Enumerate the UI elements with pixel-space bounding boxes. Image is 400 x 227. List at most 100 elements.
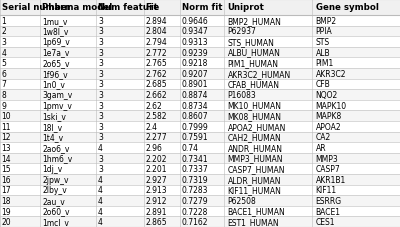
- Text: 3: 3: [98, 48, 103, 57]
- Text: BMP2: BMP2: [316, 17, 337, 26]
- Text: MAPK8: MAPK8: [316, 112, 342, 121]
- Text: 1dj_v: 1dj_v: [42, 164, 62, 173]
- Text: 2.96: 2.96: [146, 143, 162, 152]
- Text: 10: 10: [2, 112, 11, 121]
- Text: 17: 17: [2, 185, 11, 195]
- Text: 4: 4: [98, 185, 103, 195]
- Text: 19: 19: [2, 207, 11, 216]
- Text: 4: 4: [98, 207, 103, 216]
- Text: 2.662: 2.662: [146, 91, 167, 99]
- Text: APOA2: APOA2: [316, 122, 341, 131]
- Text: STS: STS: [316, 38, 330, 47]
- Text: ALDR_HUMAN: ALDR_HUMAN: [228, 175, 281, 184]
- Text: CFAB_HUMAN: CFAB_HUMAN: [228, 80, 280, 89]
- Text: 0.7337: 0.7337: [182, 164, 208, 173]
- Text: 1n0_v: 1n0_v: [42, 80, 65, 89]
- Text: 0.7279: 0.7279: [182, 196, 208, 205]
- Text: 2o65_v: 2o65_v: [42, 59, 70, 68]
- Text: 2ao6_v: 2ao6_v: [42, 143, 70, 152]
- Text: MMP3_HUMAN: MMP3_HUMAN: [228, 154, 283, 163]
- Text: 0.9313: 0.9313: [182, 38, 208, 47]
- Text: 4: 4: [2, 48, 6, 57]
- Text: 3: 3: [2, 38, 6, 47]
- Text: CAH2_HUMAN: CAH2_HUMAN: [228, 133, 281, 142]
- Text: 0.7162: 0.7162: [182, 217, 208, 226]
- Text: 2.794: 2.794: [146, 38, 167, 47]
- Text: Norm fit: Norm fit: [182, 3, 222, 12]
- Text: 0.74: 0.74: [182, 143, 199, 152]
- Text: P62937: P62937: [228, 27, 256, 36]
- Text: Pharma model: Pharma model: [42, 3, 112, 12]
- Text: 1mcl_v: 1mcl_v: [42, 217, 69, 226]
- Text: 2.891: 2.891: [146, 207, 167, 216]
- Bar: [0, 174, 400, 185]
- Text: 15: 15: [2, 164, 11, 173]
- Text: 4: 4: [98, 175, 103, 184]
- Text: BACE1_HUMAN: BACE1_HUMAN: [228, 207, 285, 216]
- Bar: [0, 79, 400, 90]
- Text: 3: 3: [98, 59, 103, 68]
- Text: 2: 2: [2, 27, 6, 36]
- Text: MMP3: MMP3: [316, 154, 338, 163]
- Bar: [0, 47, 400, 58]
- Text: APOA2_HUMAN: APOA2_HUMAN: [228, 122, 286, 131]
- Text: 18l_v: 18l_v: [42, 122, 62, 131]
- Text: 1mu_v: 1mu_v: [42, 17, 68, 26]
- Text: PIM1_HUMAN: PIM1_HUMAN: [228, 59, 278, 68]
- Text: 0.9347: 0.9347: [182, 27, 208, 36]
- Text: KIF11: KIF11: [316, 185, 337, 195]
- Bar: [0, 90, 400, 100]
- Text: 2.894: 2.894: [146, 17, 167, 26]
- Bar: [0, 69, 400, 79]
- Text: 2.772: 2.772: [146, 48, 167, 57]
- Bar: [0, 143, 400, 153]
- Bar: [0, 164, 400, 174]
- Text: P16083: P16083: [228, 91, 256, 99]
- Text: 0.7283: 0.7283: [182, 185, 208, 195]
- Text: 0.9646: 0.9646: [182, 17, 208, 26]
- Text: 2.865: 2.865: [146, 217, 167, 226]
- Text: 0.7999: 0.7999: [182, 122, 208, 131]
- Text: 0.7341: 0.7341: [182, 154, 208, 163]
- Text: 1: 1: [2, 17, 6, 26]
- Bar: [0, 16, 400, 26]
- Bar: [0, 132, 400, 143]
- Text: 5: 5: [2, 59, 6, 68]
- Text: NQO2: NQO2: [316, 91, 338, 99]
- Text: 1ski_v: 1ski_v: [42, 112, 66, 121]
- Text: 0.8901: 0.8901: [182, 80, 208, 89]
- Text: KIF11_HUMAN: KIF11_HUMAN: [228, 185, 281, 195]
- Text: MK08_HUMAN: MK08_HUMAN: [228, 112, 282, 121]
- Text: STS_HUMAN: STS_HUMAN: [228, 38, 274, 47]
- Text: 1w8l_v: 1w8l_v: [42, 27, 69, 36]
- Text: 0.8734: 0.8734: [182, 101, 208, 110]
- Bar: [0, 121, 400, 132]
- Text: 2.582: 2.582: [146, 112, 167, 121]
- Text: 2.4: 2.4: [146, 122, 158, 131]
- Bar: [0, 111, 400, 121]
- Text: 4: 4: [98, 143, 103, 152]
- Text: 2o60_v: 2o60_v: [42, 207, 70, 216]
- Text: BACE1: BACE1: [316, 207, 340, 216]
- Text: 2.277: 2.277: [146, 133, 167, 142]
- Text: AKR3C2: AKR3C2: [316, 69, 346, 78]
- Text: 3: 3: [98, 101, 103, 110]
- Text: EST1_HUMAN: EST1_HUMAN: [228, 217, 279, 226]
- Text: 3: 3: [98, 27, 103, 36]
- Bar: [0, 37, 400, 47]
- Text: Uniprot: Uniprot: [228, 3, 264, 12]
- Text: 6: 6: [2, 69, 6, 78]
- Text: ANDR_HUMAN: ANDR_HUMAN: [228, 143, 282, 152]
- Text: 2.62: 2.62: [146, 101, 162, 110]
- Text: AR: AR: [316, 143, 326, 152]
- Text: 3: 3: [98, 133, 103, 142]
- Bar: [0, 0, 400, 16]
- Text: CFB: CFB: [316, 80, 330, 89]
- Text: 3: 3: [98, 69, 103, 78]
- Text: CA2: CA2: [316, 133, 331, 142]
- Text: 2.927: 2.927: [146, 175, 167, 184]
- Text: BMP2_HUMAN: BMP2_HUMAN: [228, 17, 281, 26]
- Text: 2.765: 2.765: [146, 59, 167, 68]
- Text: 0.9218: 0.9218: [182, 59, 208, 68]
- Text: 8: 8: [2, 91, 6, 99]
